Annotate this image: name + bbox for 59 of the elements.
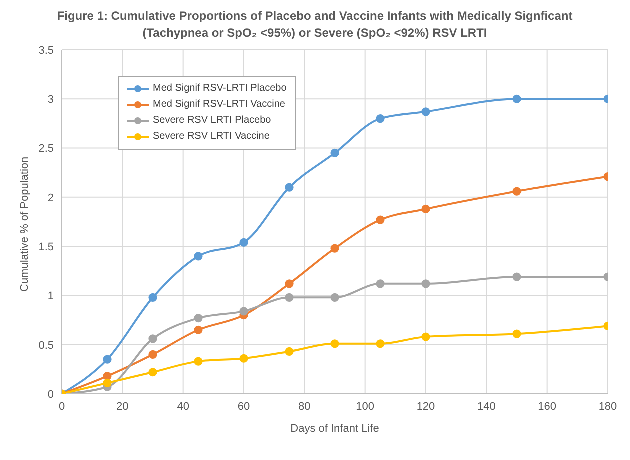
x-tick-label: 80 xyxy=(298,400,311,413)
point xyxy=(194,252,203,261)
point xyxy=(512,330,522,338)
point xyxy=(285,183,294,192)
point xyxy=(330,244,340,253)
y-axis-title: Cumulative % of Population xyxy=(18,156,31,292)
point xyxy=(240,354,248,363)
point xyxy=(103,378,112,388)
point xyxy=(194,326,203,334)
chart-title: Figure 1: Cumulative Proportions of Placebo and Vaccine Infants with Medically Signficant (Tachypnea or SpO₂ <95%) or Severe (SpO₂ <92%) RSV LRTI xyxy=(56,8,574,42)
point xyxy=(194,314,203,323)
x-tick-label: 160 xyxy=(538,400,557,413)
y-tick-label: 3.5 xyxy=(38,44,54,57)
point xyxy=(240,238,248,247)
point xyxy=(376,280,385,288)
x-tick-label: 60 xyxy=(238,400,250,413)
legend-label: Med Signif RSV-LRTI Vaccine xyxy=(153,98,286,112)
x-tick-label: 40 xyxy=(177,400,190,413)
point xyxy=(148,368,158,377)
point xyxy=(376,216,385,224)
point xyxy=(422,332,430,342)
point xyxy=(422,204,430,214)
point xyxy=(285,347,294,356)
y-tick-label: 3 xyxy=(48,94,54,106)
x-axis-title: Days of Infant Life xyxy=(290,423,380,435)
y-tick-label: 2 xyxy=(48,192,54,204)
point xyxy=(285,280,294,288)
legend-label: Severe RSV LRTI Placebo xyxy=(153,114,272,128)
point xyxy=(376,114,385,124)
y-tick-label: 0 xyxy=(48,388,54,401)
point xyxy=(422,108,430,116)
point xyxy=(103,372,112,381)
legend-label: Med Signif RSV-LRTI Placebo xyxy=(153,82,287,96)
point xyxy=(330,293,340,302)
point xyxy=(194,357,203,366)
point xyxy=(330,340,340,348)
point xyxy=(240,307,248,316)
point xyxy=(422,280,430,288)
point xyxy=(512,94,522,104)
point xyxy=(376,340,385,348)
point xyxy=(148,293,158,302)
y-tick-label: 1 xyxy=(48,290,54,303)
point xyxy=(330,148,340,158)
point xyxy=(512,187,522,196)
point xyxy=(148,350,158,359)
y-tick-label: 0.5 xyxy=(38,340,54,352)
point xyxy=(512,272,522,282)
y-tick-label: 1.5 xyxy=(38,241,54,254)
legend-label: Severe RSV LRTI Vaccine xyxy=(153,130,270,144)
point xyxy=(148,334,158,344)
x-tick-label: 140 xyxy=(477,400,496,413)
x-tick-label: 100 xyxy=(356,400,375,413)
point xyxy=(285,293,294,302)
x-tick-label: 20 xyxy=(116,400,129,413)
x-tick-label: 120 xyxy=(416,400,436,413)
x-tick-label: 0 xyxy=(58,400,66,413)
point xyxy=(103,355,112,364)
y-tick-label: 2.5 xyxy=(38,143,54,156)
x-tick-label: 180 xyxy=(598,400,618,413)
